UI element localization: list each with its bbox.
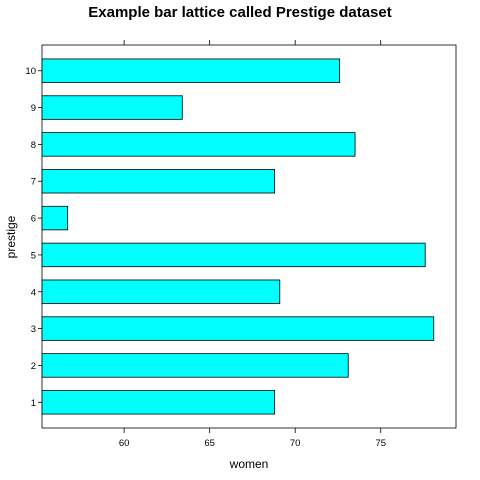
bar-4 — [41, 279, 281, 304]
bar-7 — [41, 169, 276, 194]
bar-3 — [41, 316, 435, 341]
y-axis-label: prestige — [4, 215, 18, 258]
x-axis-ticks: 60 65 70 75 — [119, 40, 386, 449]
x-tick-label-60: 60 — [119, 438, 130, 449]
bar-10 — [41, 58, 341, 83]
plot-frame — [41, 44, 457, 429]
y-tick-label-1: 1 — [31, 398, 36, 409]
bar-8 — [41, 132, 356, 157]
y-tick-label-8: 8 — [31, 140, 36, 151]
y-tick-label-7: 7 — [31, 177, 36, 188]
bar-2 — [41, 353, 349, 378]
bar-1 — [41, 390, 276, 415]
x-axis-label: women — [229, 457, 269, 471]
x-tick-label-65: 65 — [204, 438, 215, 449]
bar-group — [41, 58, 435, 415]
y-tick-label-5: 5 — [31, 250, 36, 261]
y-axis-ticks: 1 2 3 4 5 6 7 8 9 10 — [25, 66, 42, 409]
bar-5 — [41, 242, 426, 268]
y-tick-label-2: 2 — [31, 361, 36, 372]
chart-title: Example bar lattice called Prestige data… — [88, 4, 391, 21]
bar-9 — [41, 95, 183, 120]
bar-6 — [41, 205, 69, 231]
y-tick-label-4: 4 — [31, 287, 36, 298]
x-tick-label-75: 75 — [375, 438, 386, 449]
y-tick-label-9: 9 — [31, 103, 36, 114]
y-tick-label-10: 10 — [25, 66, 36, 77]
y-tick-label-6: 6 — [31, 214, 36, 225]
x-tick-label-70: 70 — [290, 438, 301, 449]
y-tick-label-3: 3 — [31, 324, 36, 335]
